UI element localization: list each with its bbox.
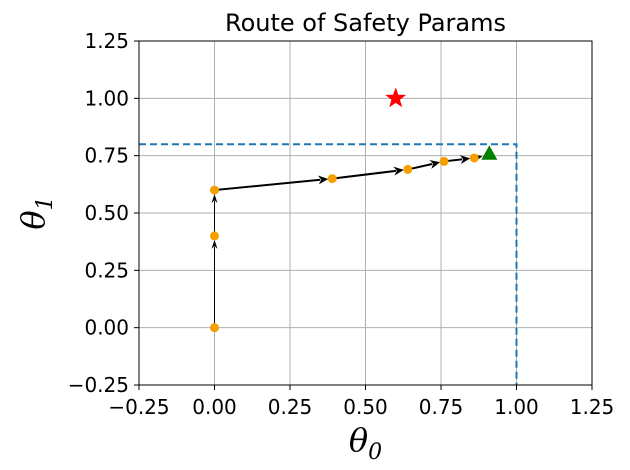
- safety-boundary: [139, 143, 518, 385]
- y-tick-label: 1.00: [84, 86, 129, 110]
- x-tick-label: 0.75: [419, 395, 464, 419]
- y-tick-label: −0.25: [68, 373, 129, 397]
- route-point: [469, 153, 479, 163]
- grid: [138, 40, 593, 386]
- y-tick-label: 0.00: [84, 316, 129, 340]
- route-point: [439, 156, 449, 166]
- x-tick-label: 1.00: [494, 395, 539, 419]
- x-tick-label: 0.25: [268, 395, 313, 419]
- x-ticks: −0.25 0.00 0.25 0.50 0.75 1.00 1.25: [108, 385, 614, 419]
- route-point: [210, 323, 219, 333]
- y-axis-subscript: 1: [33, 196, 58, 210]
- route-point: [210, 231, 219, 241]
- y-tick-label: 0.25: [84, 258, 129, 282]
- final-point-triangle: [481, 145, 498, 160]
- route-arrows: [211, 153, 483, 328]
- route-arrow-head: [211, 194, 218, 204]
- chart-title: Route of Safety Params: [225, 9, 506, 37]
- x-tick-label: 1.25: [570, 395, 615, 419]
- x-axis-symbol: θ: [349, 421, 368, 459]
- route-point: [327, 174, 337, 184]
- route-arrow: [214, 178, 321, 192]
- x-tick-label: −0.25: [108, 395, 169, 419]
- route-arrow-head: [429, 160, 441, 169]
- route-arrow-head: [317, 175, 329, 185]
- y-axis-label: θ1: [14, 196, 58, 229]
- x-tick-label: 0.50: [343, 395, 388, 419]
- x-axis-label: θ0: [349, 421, 382, 465]
- special-markers: [385, 87, 498, 160]
- x-tick-label: 0.00: [192, 395, 237, 419]
- route-point: [403, 164, 413, 174]
- route-point: [210, 185, 219, 195]
- target-point-star: [385, 87, 407, 108]
- route-arrow: [332, 169, 396, 180]
- route-arrow-head: [211, 239, 218, 249]
- y-tick-label: 0.75: [84, 144, 129, 168]
- y-tick-label: 0.50: [84, 201, 129, 225]
- y-tick-label: 1.25: [84, 29, 129, 53]
- safety-boundary-line: [139, 143, 518, 385]
- y-axis-symbol: θ: [14, 210, 52, 229]
- route-arrow-head: [393, 166, 404, 176]
- route-points: [210, 153, 479, 333]
- route-arrow-head: [459, 155, 471, 165]
- x-axis-subscript: 0: [368, 440, 382, 465]
- y-ticks: −0.25 0.00 0.25 0.50 0.75 1.00 1.25: [68, 29, 139, 397]
